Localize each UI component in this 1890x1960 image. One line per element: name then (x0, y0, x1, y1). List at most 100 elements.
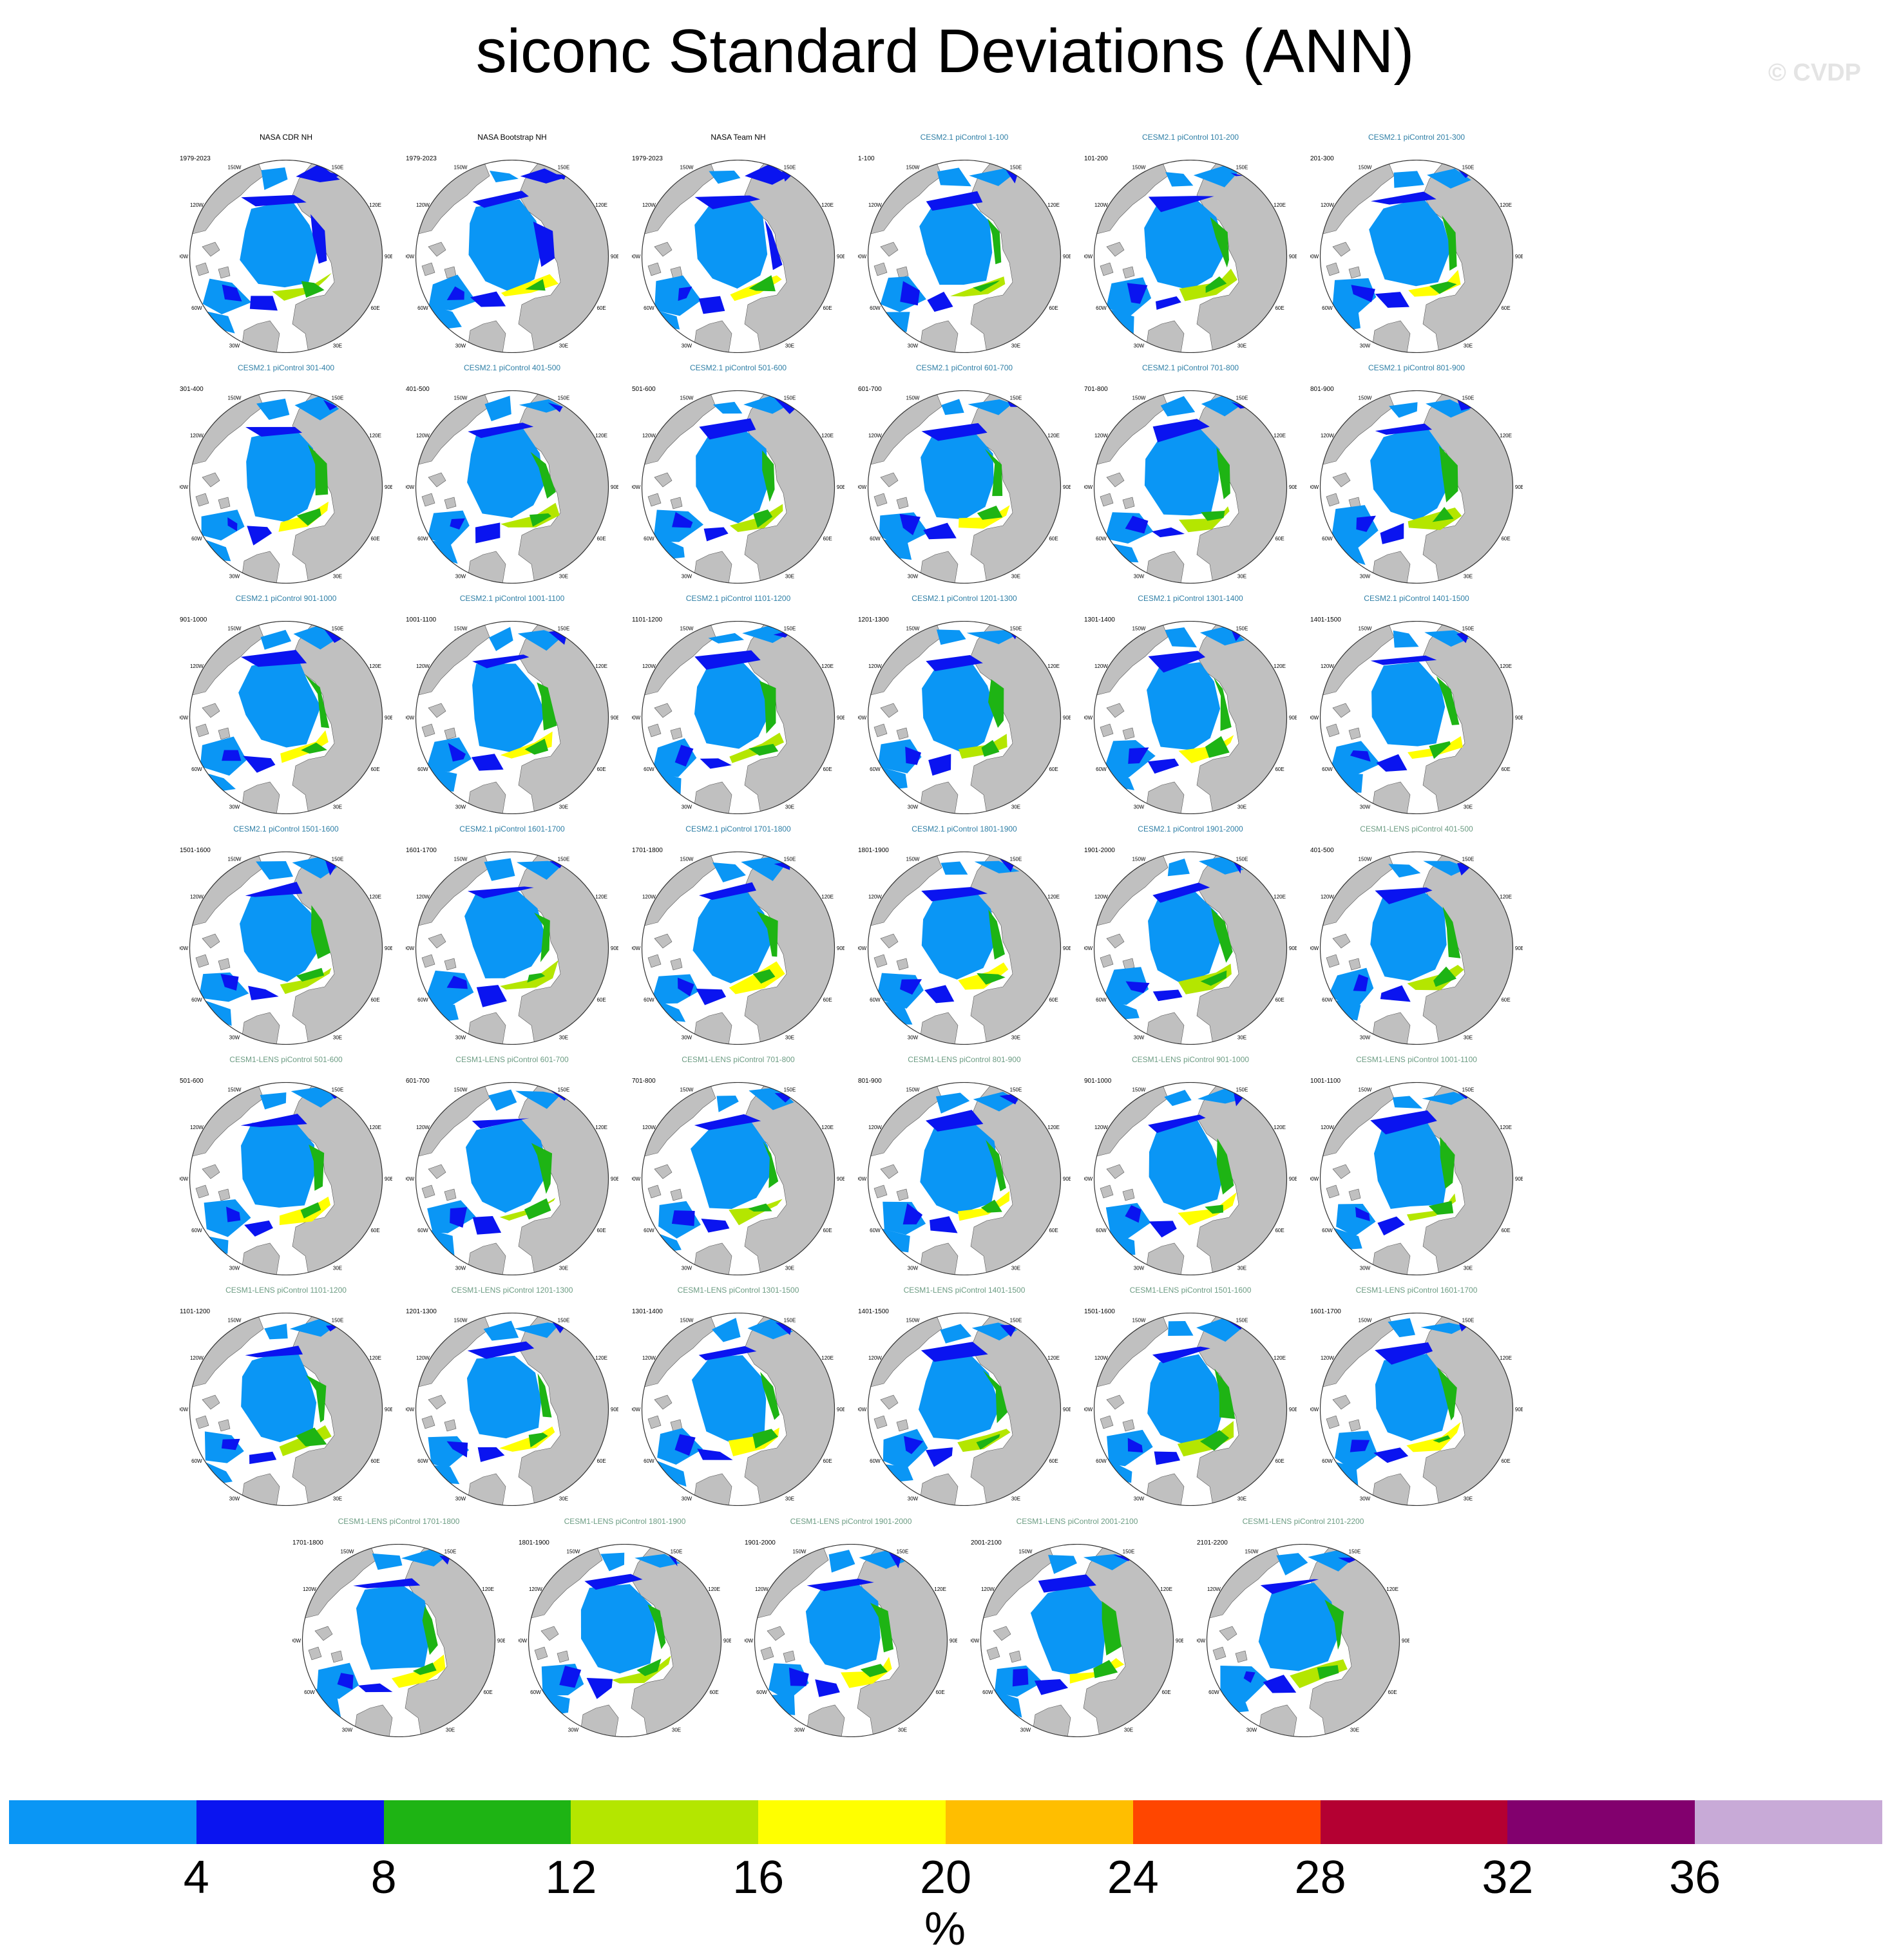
map-panel: CESM1-LENS piControl 1201-1300 1201-1300 1… (406, 1286, 618, 1514)
panel-period-label: 1901-2000 (745, 1539, 776, 1546)
longitude-label: 150E (444, 1548, 457, 1554)
ice-std-marginal-zone (240, 1114, 307, 1128)
colorbar-segment (196, 1800, 385, 1844)
longitude-label: 120E (595, 663, 607, 669)
ice-std-marginal-zone (1210, 908, 1233, 963)
longitude-label: 90W (1310, 946, 1319, 951)
panel-title: CESM2.1 piControl 1201-1300 (912, 594, 1017, 603)
ice-std-central-basin (692, 891, 772, 984)
ice-std-marginal-zone (647, 1604, 666, 1650)
panel-period-label: 601-700 (858, 386, 882, 393)
map-panel: CESM2.1 piControl 1601-17001601-17001801… (406, 824, 618, 1053)
longitude-label: 60E (1501, 997, 1510, 1003)
longitude-label: 90W (180, 1176, 189, 1182)
greenland-landmass (692, 1012, 732, 1045)
archipelago-island (218, 958, 231, 971)
longitude-label: 120E (482, 1586, 494, 1592)
longitude-label: 60W (417, 536, 428, 542)
ice-std-bering-sea (256, 861, 293, 880)
longitude-label: 150W (1359, 395, 1372, 401)
ice-std-marginal-zone (472, 1118, 530, 1129)
greenland-landmass (240, 1242, 280, 1275)
ice-std-marginal-zone (765, 220, 783, 271)
map-frame (1093, 852, 1288, 1045)
longitude-label: 150W (680, 1317, 694, 1323)
colorbar-segment (946, 1800, 1134, 1844)
archipelago-island (647, 723, 662, 737)
panel-title: CESM2.1 piControl 701-800 (1141, 363, 1239, 372)
polar-map: 180150E120E90E60E30E030W60W90W120W150W (1310, 160, 1523, 353)
ice-std-marginal-zone (1439, 446, 1458, 503)
map-panel: CESM2.1 piControl 1-1001-100180150E120E9… (858, 133, 1071, 361)
archipelago-island (1348, 1188, 1361, 1201)
ice-std-hudson-bay (559, 1666, 582, 1688)
greenland-landmass (353, 1704, 393, 1737)
longitude-label: 120W (642, 202, 656, 208)
ice-std-marginal-zone (472, 654, 530, 669)
panel-title: CESM2.1 piControl 501-600 (689, 363, 787, 372)
map-frame (189, 1082, 383, 1275)
longitude-label: 150W (341, 1548, 354, 1554)
ice-std-baffin-bay (1376, 754, 1408, 772)
longitude-label: 150W (1359, 1087, 1372, 1092)
ice-std-central-basin (1370, 889, 1447, 981)
archipelago-island (760, 1646, 774, 1660)
greenland-landmass (466, 1242, 506, 1275)
ice-std-marginal-zone (977, 505, 1003, 520)
polar-map: 180150E120E90E60E30E030W60W90W120W150W (858, 1082, 1071, 1275)
longitude-label: 150W (454, 164, 468, 170)
polar-map: 180150E120E90E60E30E030W60W90W120W150W (858, 852, 1071, 1045)
greenland-landmass (1145, 1473, 1185, 1506)
ice-std-central-basin (472, 663, 546, 753)
panel-period-label: 1979-2023 (632, 155, 663, 162)
longitude-label: 150E (1349, 1548, 1361, 1554)
longitude-label: 120E (595, 1355, 607, 1361)
ice-std-central-basin (241, 1347, 317, 1443)
longitude-label: 90E (385, 484, 392, 490)
longitude-label: 90E (1063, 1407, 1071, 1413)
panel-period-label: 1401-1500 (858, 1308, 889, 1315)
longitude-label: 120W (190, 663, 204, 669)
longitude-label: 120W (868, 202, 882, 208)
longitude-label: 60W (1322, 305, 1333, 311)
longitude-label: 90W (292, 1638, 301, 1644)
ice-std-bering-sea (600, 1552, 625, 1572)
ice-std-marginal-zone (1317, 1665, 1339, 1680)
ice-std-bering-sea (260, 1092, 287, 1110)
panel-title: CESM1-LENS piControl 2101-2200 (1242, 1517, 1364, 1526)
longitude-label: 150W (906, 164, 920, 170)
longitude-label: 150E (558, 856, 570, 862)
map-panel: CESM2.1 piControl 101-200101-200180150E1… (1084, 133, 1297, 361)
map-frame (189, 621, 383, 814)
longitude-label: 30W (1360, 574, 1371, 580)
greenland-landmass (1371, 1242, 1411, 1275)
panel-title: CESM2.1 piControl 801-900 (1368, 363, 1465, 372)
archipelago-island (218, 1419, 231, 1432)
ice-std-baffin-bay (815, 1679, 840, 1697)
longitude-label: 30E (1464, 1496, 1473, 1502)
panel-period-label: 1701-1800 (632, 847, 663, 854)
map-panel: CESM2.1 piControl 501-600501-600180150E1… (632, 363, 845, 592)
longitude-label: 90W (180, 254, 189, 260)
ice-std-bering-sea (256, 398, 290, 420)
longitude-label: 150E (1462, 1317, 1475, 1323)
ice-std-marginal-zone (988, 218, 1002, 265)
archipelago-island (1326, 1185, 1340, 1199)
longitude-label: 90W (632, 484, 641, 490)
archipelago-island (314, 1626, 333, 1641)
archipelago-island (1332, 242, 1351, 257)
longitude-label: 150W (1359, 856, 1372, 862)
longitude-label: 30E (1237, 1035, 1246, 1041)
ice-std-marginal-zone (240, 649, 307, 667)
ice-std-marginal-zone (977, 973, 1006, 985)
longitude-label: 90E (1289, 715, 1297, 721)
longitude-label: 90W (858, 254, 867, 260)
archipelago-island (873, 723, 888, 737)
polar-map: 180150E120E90E60E30E030W60W90W120W150W (1084, 390, 1297, 584)
archipelago-island (654, 1164, 673, 1179)
longitude-label: 150E (897, 1548, 909, 1554)
map-panel: CESM1-LENS piControl 1601-1700 1601-1700 1… (1310, 1286, 1523, 1514)
polar-map: 180150E120E90E60E30E030W60W90W120W150W (858, 390, 1071, 584)
longitude-label: 60W (417, 997, 428, 1003)
longitude-label: 120E (595, 1125, 607, 1130)
